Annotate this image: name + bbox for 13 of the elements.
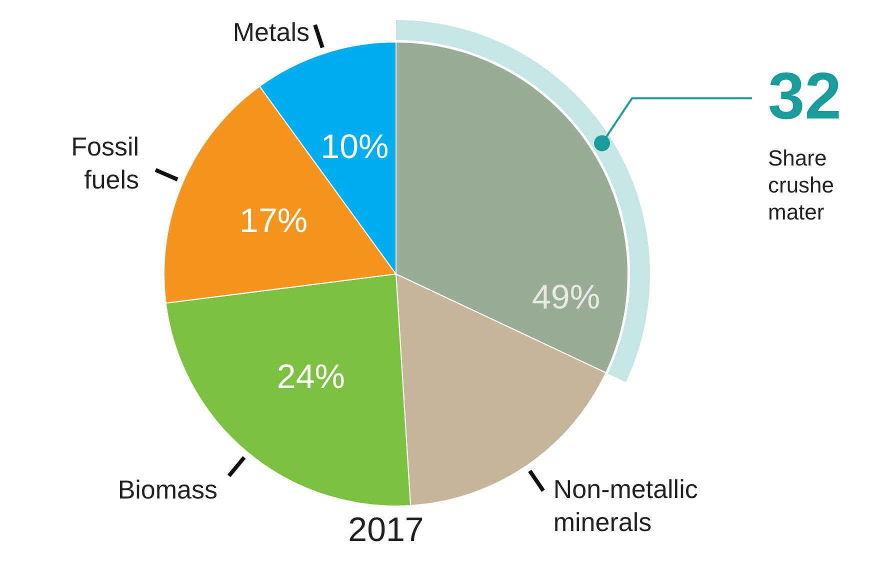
slice-label: Biomass: [118, 474, 218, 505]
data-label: 24%: [276, 358, 345, 396]
text: crushe: [768, 172, 834, 198]
data-label: 10%: [320, 128, 389, 166]
text: mater: [768, 199, 824, 224]
data-label: 17%: [240, 202, 308, 240]
text: 2017: [348, 511, 424, 549]
text: Share: [768, 145, 827, 170]
text: 49%: [532, 278, 600, 317]
text: 32: [768, 58, 842, 132]
slice-label: Metals: [232, 17, 310, 47]
slice-label: Fossil fuels: [71, 131, 140, 194]
slice-label: Non-metallic minerals: [553, 474, 698, 538]
